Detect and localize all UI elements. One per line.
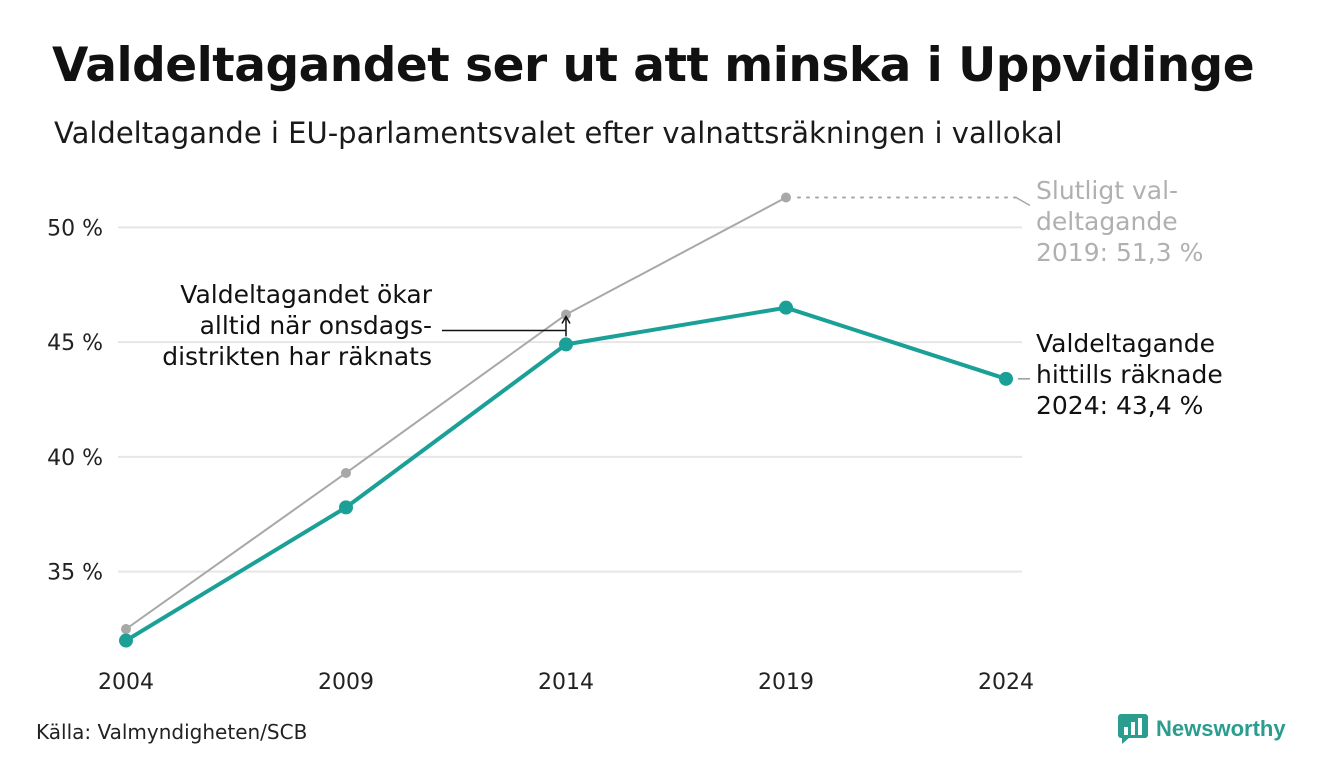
x-tick-label: 2004 bbox=[98, 670, 154, 695]
y-tick-label: 45 % bbox=[47, 331, 103, 356]
series-line-final bbox=[125, 196, 787, 630]
chart-subtitle: Valdeltagande i EU-parlamentsvalet efter… bbox=[54, 116, 1063, 150]
y-tick-label: 35 % bbox=[47, 561, 103, 586]
annotation-final-line1: Slutligt val- bbox=[1036, 176, 1178, 205]
y-axis: 35 % 40 % 45 % 50 % bbox=[47, 216, 103, 585]
data-point-final bbox=[341, 467, 351, 478]
annotation-wednesday-line3: distrikten har räknats bbox=[162, 342, 432, 371]
x-tick-label: 2009 bbox=[318, 670, 374, 695]
brand-logo: Newsworthy bbox=[1118, 714, 1286, 744]
data-point-final bbox=[561, 309, 571, 320]
final-leader-tick bbox=[1015, 196, 1031, 207]
x-axis: 2004 2009 2014 2019 2024 bbox=[98, 670, 1034, 695]
annotations: Slutligt val- deltagande 2019: 51,3 % Va… bbox=[162, 176, 1222, 420]
x-tick-label: 2014 bbox=[538, 670, 594, 695]
annotation-counted-line1: Valdeltagande bbox=[1036, 329, 1215, 358]
data-point-counted bbox=[119, 633, 133, 648]
data-point-counted bbox=[559, 337, 573, 352]
x-tick-label: 2024 bbox=[978, 670, 1034, 695]
annotation-counted-line3: 2024: 43,4 % bbox=[1036, 391, 1203, 420]
annotation-final-line3: 2019: 51,3 % bbox=[1036, 238, 1203, 267]
annotation-arrowhead bbox=[561, 315, 571, 324]
annotation-arrow bbox=[442, 317, 567, 337]
chart-title: Valdeltagandet ser ut att minska i Uppvi… bbox=[52, 38, 1255, 93]
y-tick-label: 50 % bbox=[47, 216, 103, 241]
annotation-final-line2: deltagande bbox=[1036, 207, 1178, 236]
series-layer bbox=[119, 192, 1013, 648]
gridlines bbox=[118, 226, 1022, 573]
source-note: Källa: Valmyndigheten/SCB bbox=[36, 720, 308, 744]
y-tick-label: 40 % bbox=[47, 446, 103, 471]
annotation-counted-line2: hittills räknade bbox=[1036, 360, 1223, 389]
x-tick-label: 2019 bbox=[758, 670, 814, 695]
data-point-counted bbox=[339, 500, 353, 515]
data-point-counted bbox=[779, 300, 793, 315]
annotation-wednesday-line1: Valdeltagandet ökar bbox=[180, 280, 432, 309]
brand-name: Newsworthy bbox=[1156, 716, 1286, 741]
newsworthy-logo-icon bbox=[1118, 714, 1148, 744]
data-point-final bbox=[121, 624, 131, 635]
annotation-wednesday-line2: alltid när onsdags- bbox=[200, 311, 432, 340]
data-point-final bbox=[781, 192, 791, 203]
data-point-counted bbox=[999, 371, 1013, 386]
